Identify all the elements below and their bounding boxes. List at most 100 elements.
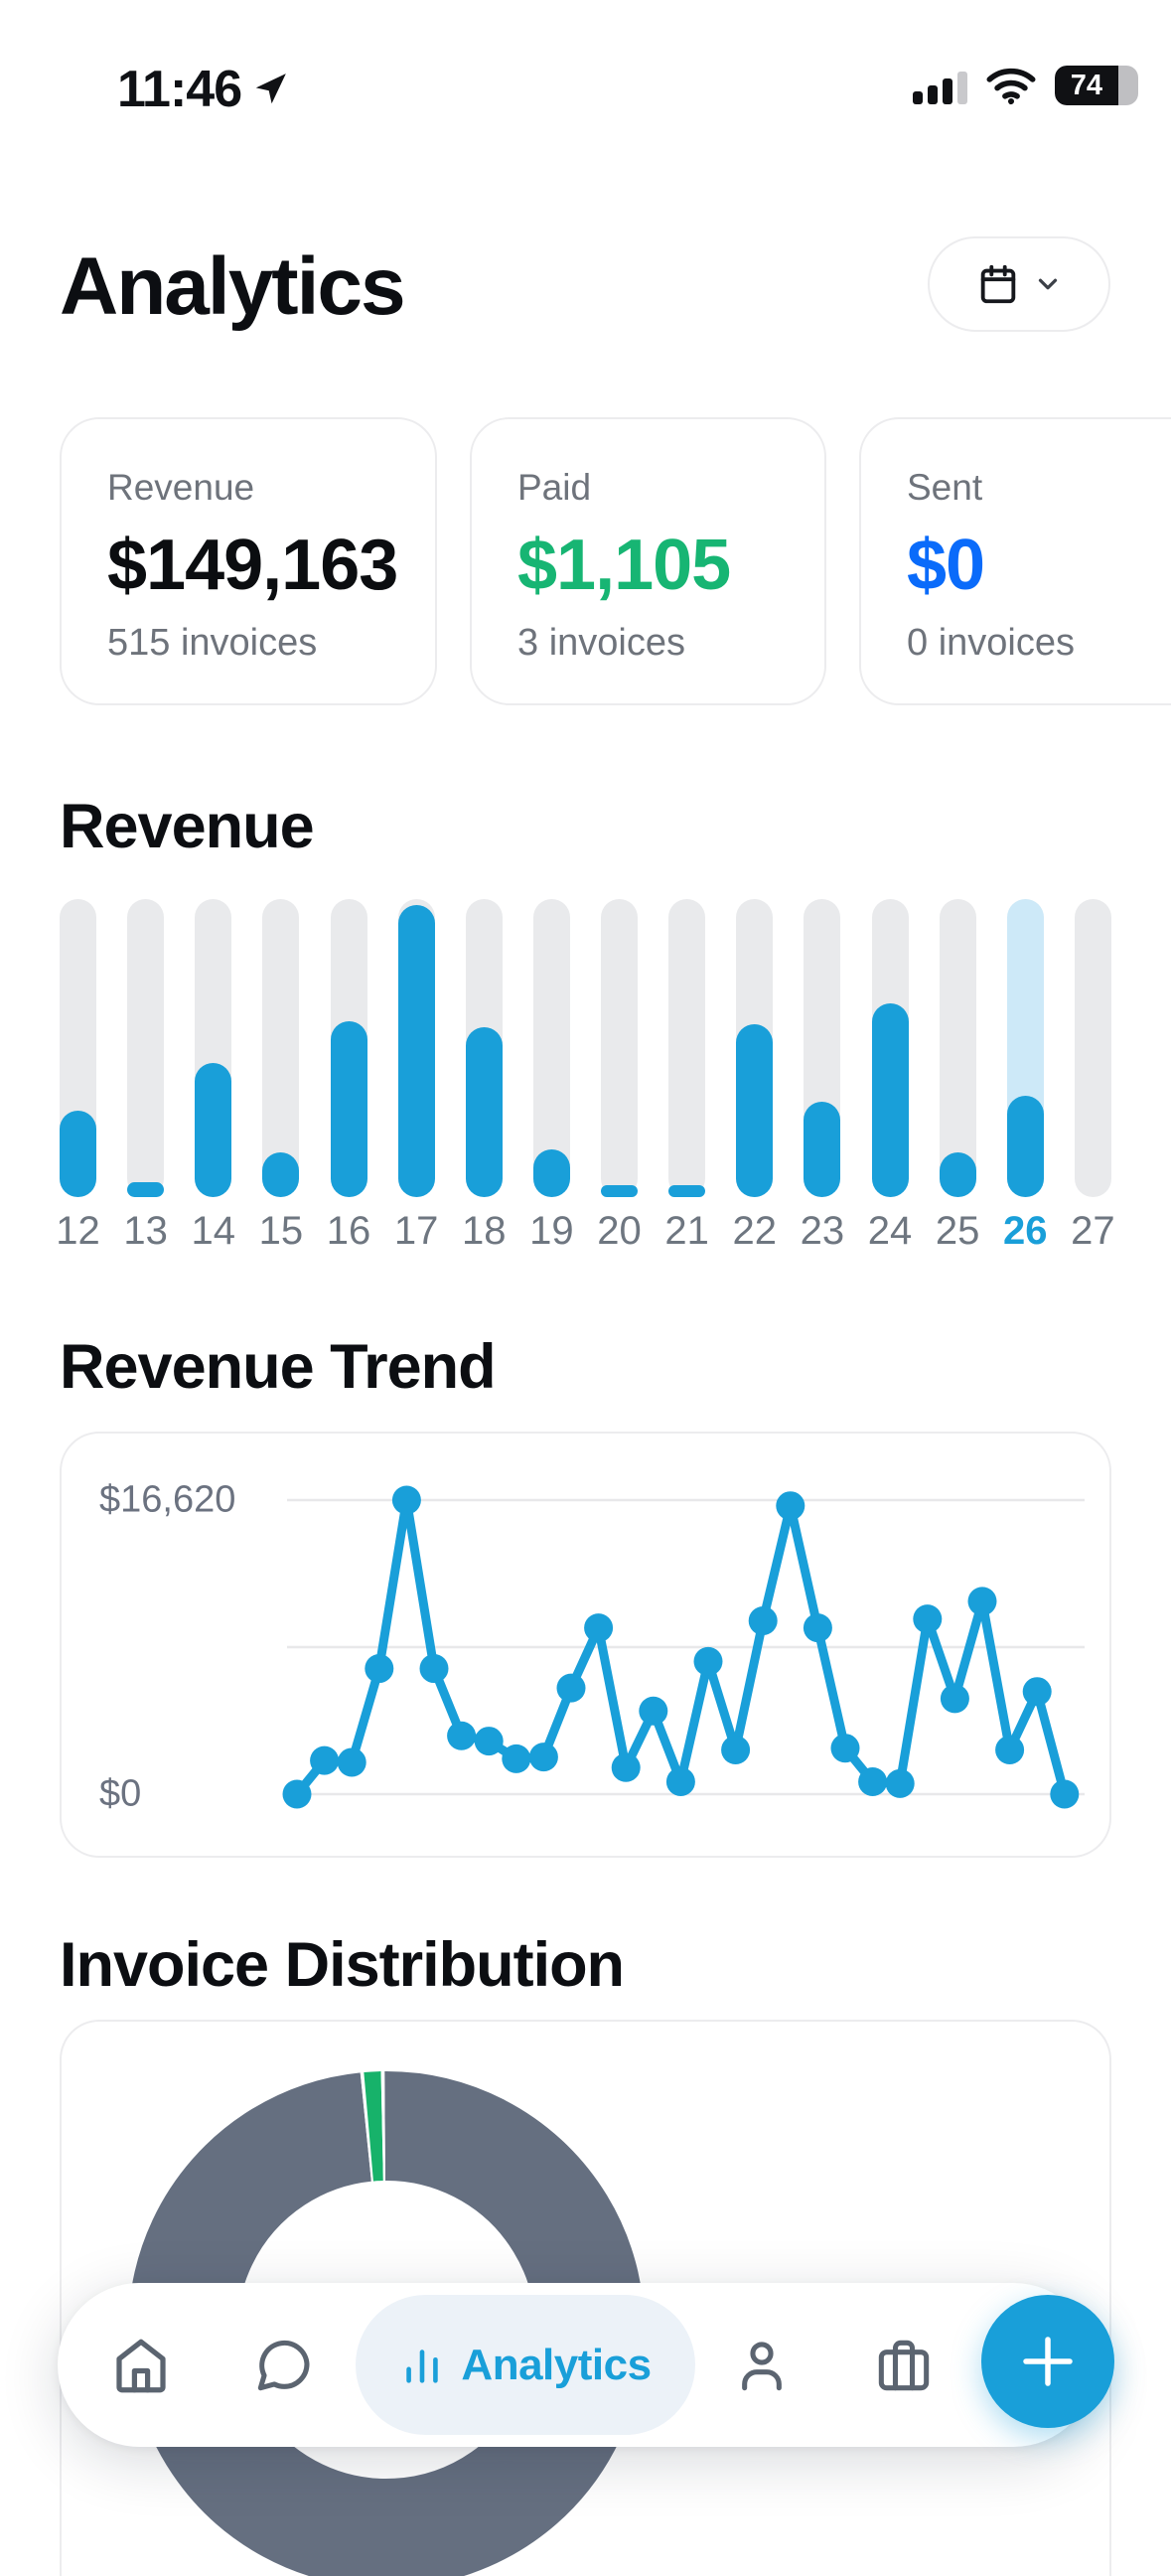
bar-x-label: 24 [868,1209,913,1254]
trend-point[interactable] [804,1613,832,1642]
bar-day-23[interactable]: 23 [804,899,840,1197]
bar-fill [60,1111,96,1197]
bar-fill [804,1102,840,1197]
trend-point[interactable] [776,1491,805,1520]
stat-card-paid[interactable]: Paid $1,105 3 invoices [470,417,826,705]
bar-track [1075,899,1111,1197]
trend-point[interactable] [831,1734,860,1762]
date-range-button[interactable] [928,236,1110,332]
bar-x-label: 27 [1071,1209,1115,1254]
trend-point[interactable] [283,1780,312,1809]
battery-icon: 74 [1055,66,1138,105]
bar-day-21[interactable]: 21 [668,899,705,1197]
y-axis-label-min: $0 [99,1773,141,1816]
bar-day-17[interactable]: 17 [398,899,435,1197]
bar-fill [1007,1096,1044,1197]
trend-point[interactable] [338,1747,366,1776]
bar-day-26[interactable]: 26 [1007,899,1044,1197]
stat-card-sent[interactable]: Sent $0 0 invoices [859,417,1171,705]
stat-value: $149,163 [107,525,389,606]
trend-point[interactable] [666,1767,695,1796]
bar-fill [262,1152,299,1197]
stat-subtext: 0 invoices [907,622,1169,665]
add-invoice-fab[interactable] [981,2295,1114,2428]
trend-point[interactable] [310,1746,339,1775]
bar-fill [533,1149,570,1197]
person-icon [730,2334,794,2397]
trend-point[interactable] [447,1722,476,1750]
trend-point[interactable] [639,1697,667,1726]
trend-point[interactable] [749,1606,778,1635]
bar-fill [195,1063,231,1197]
clock-text: 11:46 [117,60,241,119]
plus-icon [1015,2329,1081,2394]
tab-home[interactable] [108,2333,174,2398]
trend-point[interactable] [913,1604,942,1633]
stat-label: Sent [907,467,1169,509]
trend-point[interactable] [529,1743,558,1771]
status-bar: 11:46 74 [0,52,1171,121]
bar-day-14[interactable]: 14 [195,899,231,1197]
revenue-trend-card[interactable]: $16,620 $0 [60,1432,1111,1858]
trend-point[interactable] [584,1613,613,1642]
revenue-section-title: Revenue [60,791,314,862]
bar-track [601,899,638,1197]
trend-point[interactable] [392,1486,421,1515]
trend-point[interactable] [365,1654,393,1683]
bar-day-22[interactable]: 22 [736,899,773,1197]
location-arrow-icon [251,71,289,108]
bar-day-13[interactable]: 13 [127,899,164,1197]
battery-percent: 74 [1055,66,1118,105]
trend-point[interactable] [968,1587,997,1615]
trend-point[interactable] [941,1684,969,1713]
bar-day-25[interactable]: 25 [940,899,976,1197]
bar-fill [872,1003,909,1197]
trend-point[interactable] [886,1769,915,1798]
trend-point[interactable] [721,1736,750,1764]
bar-day-27[interactable]: 27 [1075,899,1111,1197]
bar-fill [940,1152,976,1197]
home-icon [108,2333,174,2398]
bar-day-15[interactable]: 15 [262,899,299,1197]
trend-point[interactable] [502,1744,530,1773]
trend-point[interactable] [420,1654,449,1683]
trend-point[interactable] [1050,1780,1079,1809]
stat-value: $1,105 [517,525,779,606]
bar-x-label: 26 [1003,1209,1048,1254]
bar-x-label: 12 [56,1209,100,1254]
bar-day-20[interactable]: 20 [601,899,638,1197]
bar-day-12[interactable]: 12 [60,899,96,1197]
bar-day-19[interactable]: 19 [533,899,570,1197]
trend-point[interactable] [475,1727,504,1755]
status-time: 11:46 [117,60,289,119]
tab-profile[interactable] [730,2334,794,2397]
trend-point[interactable] [995,1736,1024,1764]
stat-subtext: 3 invoices [517,622,779,665]
trend-point[interactable] [694,1647,723,1676]
trend-point[interactable] [1023,1677,1052,1706]
bar-x-label: 18 [462,1209,507,1254]
bar-fill [127,1182,164,1197]
briefcase-icon [872,2334,936,2397]
bar-x-label: 19 [529,1209,574,1254]
bar-x-label: 20 [597,1209,642,1254]
trend-point[interactable] [557,1674,586,1703]
stat-label: Revenue [107,467,389,509]
bar-day-16[interactable]: 16 [331,899,367,1197]
status-icons: 74 [913,66,1129,105]
bar-x-label: 25 [936,1209,980,1254]
tab-messages[interactable] [251,2334,315,2397]
trend-point[interactable] [612,1753,641,1782]
bar-day-18[interactable]: 18 [466,899,503,1197]
tab-analytics-active[interactable]: Analytics [356,2295,695,2435]
bar-day-24[interactable]: 24 [872,899,909,1197]
bar-track [668,899,705,1197]
trend-point[interactable] [858,1767,887,1796]
tab-work[interactable] [872,2334,936,2397]
bar-chart-icon [399,2343,445,2388]
stat-card-revenue[interactable]: Revenue $149,163 515 invoices [60,417,437,705]
wifi-icon [985,66,1037,105]
chat-bubble-icon [251,2334,315,2397]
